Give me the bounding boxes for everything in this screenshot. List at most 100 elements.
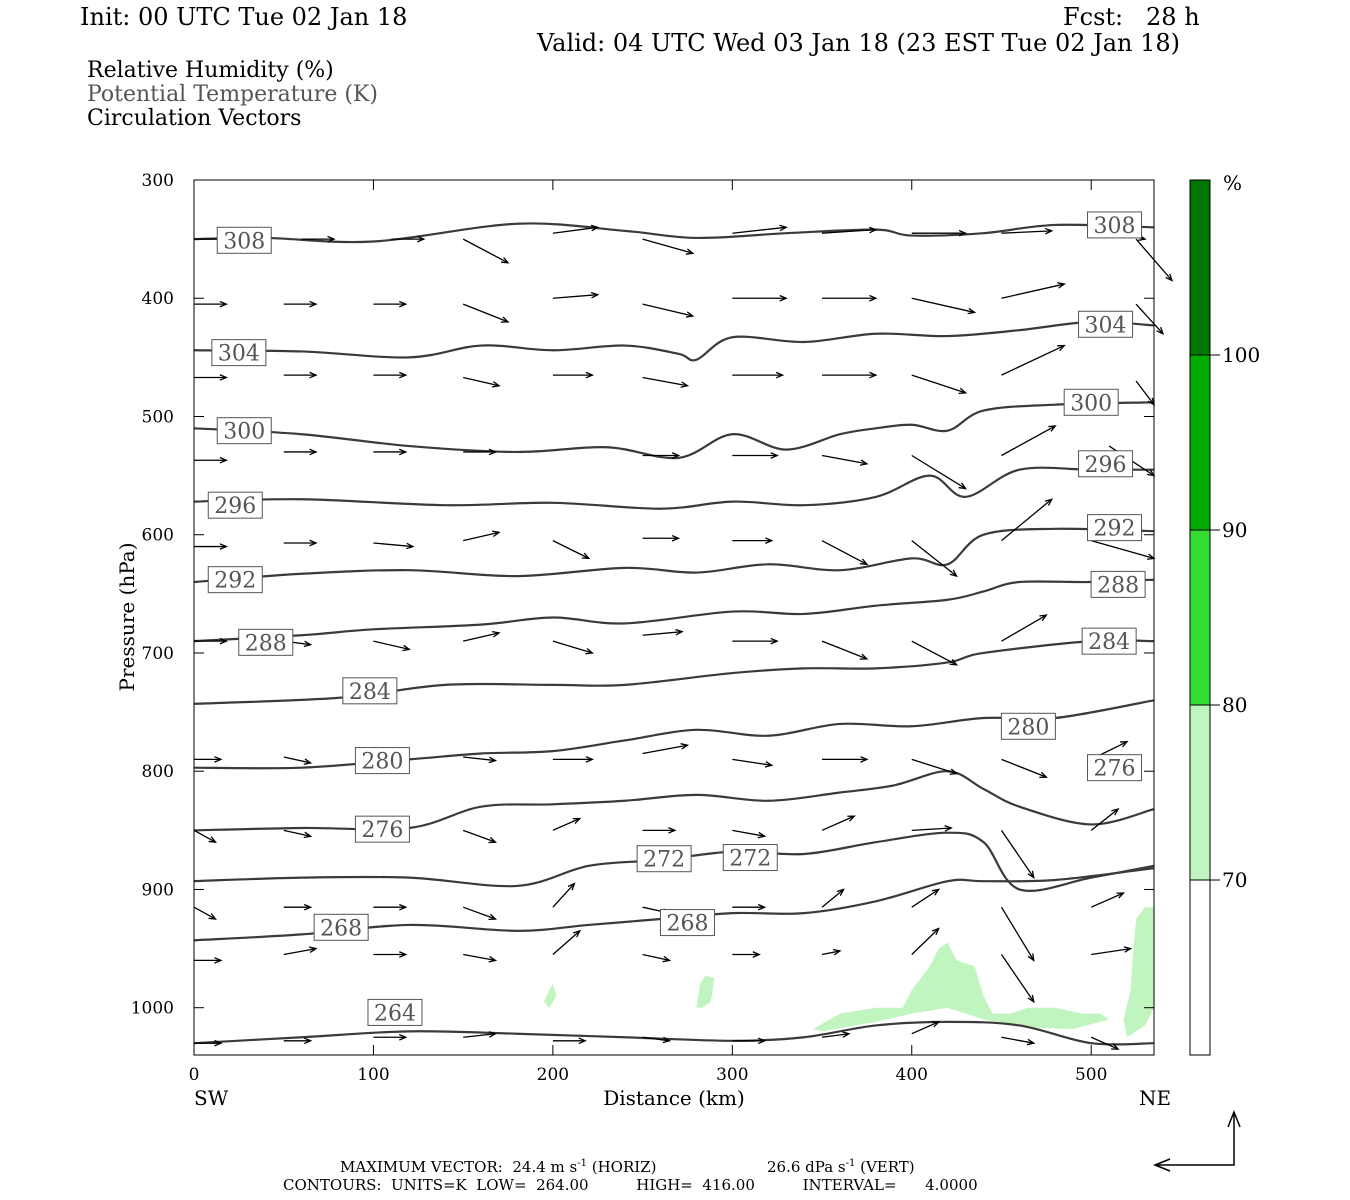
- circulation-vector-40: [821, 454, 869, 466]
- circulation-vector-36: [373, 448, 408, 456]
- x-tick-label-500: 500: [1075, 1065, 1107, 1085]
- contour-label-layer: 308 308 304 304 300 300 296 296 292 292 288 288 284 2…: [207, 211, 1146, 1026]
- circulation-vector-38: [642, 452, 681, 459]
- circulation-vector-29: [732, 371, 785, 379]
- circulation-vector-31: [911, 374, 968, 395]
- circulation-vector-53: [1001, 498, 1054, 542]
- circulation-vector-69: [552, 756, 595, 763]
- rh-colorbar: 70 80 90 100: [1189, 179, 1260, 1056]
- circulation-vector-21: [1001, 282, 1066, 299]
- circulation-vector-70: [642, 743, 690, 755]
- y-tick-label-900: 900: [142, 880, 174, 900]
- svg-text:308: 308: [223, 229, 265, 254]
- svg-text:292: 292: [214, 569, 256, 594]
- theta-label-292-0: 292: [207, 566, 263, 594]
- circulation-vector-89: [373, 903, 408, 911]
- svg-text:304: 304: [1085, 313, 1127, 338]
- y-tick-label-700: 700: [142, 644, 174, 664]
- circulation-vector-4: [552, 224, 600, 234]
- circulation-vector-100: [373, 951, 408, 958]
- circulation-vector-3: [462, 238, 510, 264]
- circulation-vector-61: [732, 637, 779, 645]
- circulation-vector-42: [1001, 425, 1057, 457]
- rh-region-0: [813, 942, 1110, 1032]
- circulation-vector-14: [373, 300, 408, 308]
- circulation-vector-108: [1091, 946, 1133, 956]
- theta-label-268-0: 268: [313, 913, 369, 941]
- circulation-vector-72: [822, 756, 869, 763]
- svg-text:304: 304: [218, 342, 260, 367]
- theta-label-308-1: 308: [1087, 211, 1143, 239]
- circulation-vector-46: [373, 542, 415, 550]
- circulation-vector-101: [463, 953, 498, 963]
- circulation-vector-118: [1001, 1036, 1036, 1046]
- y-tick-label-800: 800: [142, 762, 174, 782]
- circulation-vector-22: [1135, 303, 1165, 335]
- theta-label-272-1: 272: [722, 844, 778, 872]
- circulation-vector-81: [642, 827, 677, 834]
- circulation-vector-32: [1001, 344, 1066, 376]
- circulation-vector-9: [1001, 227, 1054, 235]
- circulation-vector-77: [283, 829, 313, 839]
- circulation-vector-19: [822, 294, 878, 302]
- axis-layer: 300 400 500 600 700 800 900 1000 0 100 200 300 400 50…: [131, 171, 1154, 1085]
- circulation-vector-57: [373, 640, 411, 652]
- colorbar-segment-2: [1189, 529, 1211, 706]
- circulation-vector-12: [194, 300, 228, 308]
- circulation-vector-117: [911, 1021, 941, 1035]
- colorbar-label-90: 90: [1222, 518, 1247, 542]
- svg-text:288: 288: [1097, 573, 1139, 598]
- circulation-vector-58: [463, 631, 501, 642]
- circulation-vector-73: [911, 758, 959, 775]
- x-tick-label-100: 100: [357, 1065, 389, 1085]
- circulation-vector-113: [552, 1037, 587, 1045]
- legend-rh-label: Relative Humidity (%): [87, 58, 334, 83]
- circulation-vector-13: [283, 300, 318, 308]
- theta-label-284-0: 284: [342, 677, 398, 705]
- circulation-vector-2: [391, 235, 426, 243]
- circulation-vector-88: [283, 903, 313, 911]
- theta-label-292-1: 292: [1087, 514, 1143, 542]
- circulation-vector-23: [194, 374, 228, 381]
- theta-contour-264: [193, 1020, 1155, 1046]
- theta-label-308-0: 308: [216, 226, 272, 254]
- theta-label-284-1: 284: [1081, 627, 1137, 655]
- theta-contour-300: [193, 401, 1155, 460]
- circulation-vector-20: [911, 297, 977, 315]
- circulation-vector-68: [463, 756, 498, 764]
- circulation-vector-83: [821, 815, 856, 831]
- circulation-vector-54: [1091, 540, 1156, 560]
- circulation-vector-97: [1090, 892, 1126, 908]
- theta-label-304-1: 304: [1078, 310, 1134, 338]
- x-tick-label-200: 200: [537, 1065, 569, 1085]
- svg-text:288: 288: [245, 631, 287, 656]
- circulation-vector-106: [911, 927, 940, 955]
- circulation-vector-104: [732, 951, 761, 958]
- circulation-vector-84: [911, 825, 953, 832]
- circulation-vector-33: [1135, 380, 1156, 406]
- theta-label-288-0: 288: [238, 628, 294, 656]
- theta-label-280-0: 280: [354, 747, 410, 775]
- theta-contour-308: [193, 222, 1155, 244]
- legend-vectors-label: Circulation Vectors: [87, 106, 301, 131]
- rh-region-1: [1123, 907, 1154, 1038]
- legend-theta-label: Potential Temperature (K): [87, 82, 378, 107]
- circulation-vector-116: [821, 1031, 851, 1038]
- circulation-vector-44: [194, 543, 228, 550]
- forecast-hour-label: Fcst: 28 h: [1063, 3, 1200, 31]
- circulation-vector-30: [822, 371, 878, 379]
- svg-text:268: 268: [666, 912, 708, 937]
- theta-contour-288: [193, 578, 1155, 643]
- circulation-vector-103: [642, 953, 672, 963]
- circulation-vector-7: [821, 226, 878, 234]
- theta-label-268-1: 268: [659, 909, 715, 937]
- svg-text:296: 296: [214, 494, 256, 519]
- circulation-vector-45: [283, 539, 318, 547]
- y-axis-title: Pressure (hPa): [115, 543, 139, 692]
- circulation-vector-16: [552, 291, 600, 299]
- circulation-vector-90: [462, 906, 498, 921]
- colorbar-segment-3: [1189, 704, 1211, 881]
- circulation-vector-62: [821, 640, 869, 660]
- circulation-vector-95: [911, 888, 941, 908]
- circulation-vector-27: [552, 371, 595, 379]
